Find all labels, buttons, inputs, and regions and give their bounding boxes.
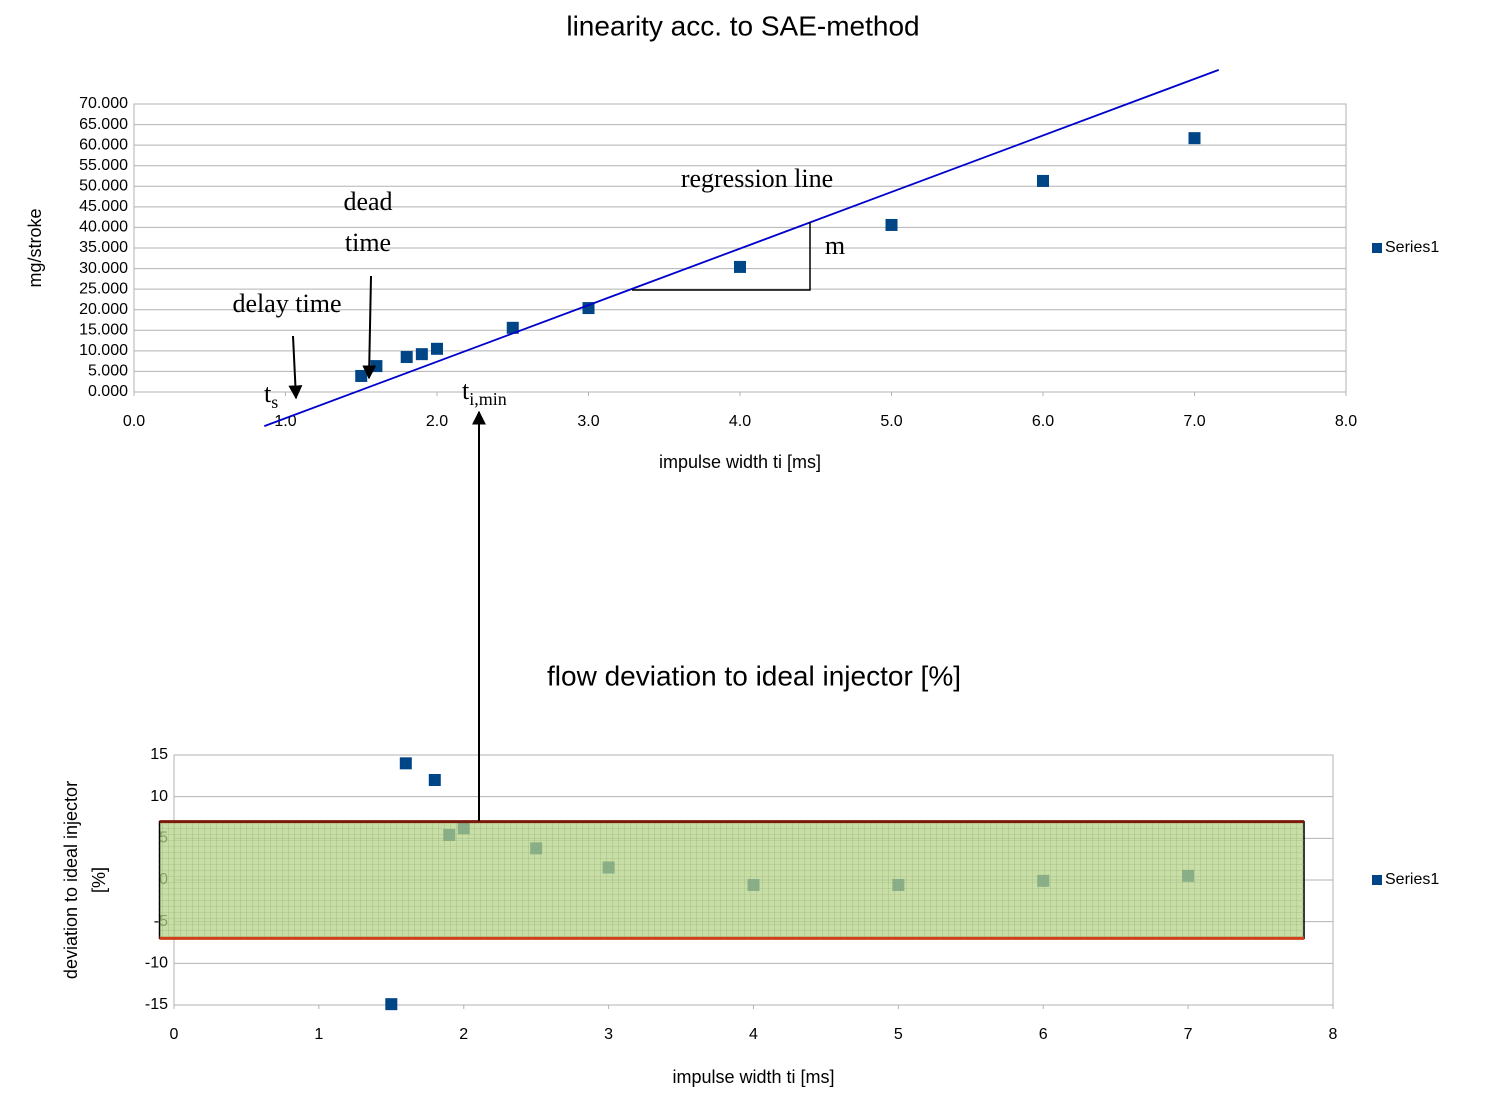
x-tick-label: 6 bbox=[1039, 1026, 1048, 1043]
regression-line bbox=[263, 69, 1220, 427]
data-point bbox=[400, 351, 413, 364]
data-point bbox=[1037, 174, 1049, 187]
data-point bbox=[415, 348, 428, 361]
data-point bbox=[385, 998, 398, 1011]
slope-triangle bbox=[632, 222, 811, 291]
charts: linearity acc. to SAE-method0.0005.00010… bbox=[25, 10, 1440, 1086]
annotation-sub: i,min bbox=[469, 389, 507, 409]
y-axis-label: deviation to ideal injector bbox=[61, 781, 81, 979]
x-tick-label: 0.0 bbox=[123, 413, 145, 430]
data-point bbox=[734, 260, 746, 273]
annotation-sub: s bbox=[271, 392, 278, 412]
y-tick-label: 0.000 bbox=[88, 383, 128, 400]
data-point bbox=[428, 774, 441, 786]
x-tick-label: 3 bbox=[604, 1026, 613, 1043]
y-tick-label: 30.000 bbox=[79, 260, 128, 277]
y-tick-label: 25.000 bbox=[79, 280, 128, 297]
y-tick-label: 40.000 bbox=[79, 219, 128, 236]
data-point bbox=[399, 757, 412, 770]
x-tick-label: 3.0 bbox=[577, 413, 599, 430]
x-tick-label: 5 bbox=[894, 1026, 903, 1043]
annotation-main: t bbox=[264, 379, 272, 408]
legend-swatch bbox=[1372, 875, 1382, 885]
legend-swatch bbox=[1372, 243, 1382, 253]
data-point bbox=[355, 369, 368, 382]
regression-label: regression line bbox=[681, 164, 833, 193]
x-tick-label: 1 bbox=[314, 1026, 323, 1043]
y-tick-label: -10 bbox=[145, 955, 168, 972]
dead-time-label: time bbox=[345, 228, 391, 257]
data-point bbox=[431, 342, 443, 355]
delay-arrow bbox=[288, 335, 303, 400]
y-tick-label: 60.000 bbox=[79, 136, 128, 153]
y-axis-label: mg/stroke bbox=[25, 208, 45, 287]
x-tick-label: 8 bbox=[1329, 1026, 1338, 1043]
y-tick-label: 10 bbox=[150, 788, 168, 805]
sub-annotation: ts bbox=[264, 379, 278, 412]
y-tick-label: 45.000 bbox=[79, 198, 128, 215]
data-point bbox=[506, 321, 519, 334]
x-tick-label: 2 bbox=[459, 1026, 468, 1043]
y-tick-label: 10.000 bbox=[79, 342, 128, 359]
chart-title: flow deviation to ideal injector [%] bbox=[547, 660, 961, 691]
delay-time-label: delay time bbox=[232, 289, 341, 318]
sub-annotation: ti,min bbox=[462, 376, 507, 409]
y-tick-label: -15 bbox=[145, 996, 168, 1013]
x-tick-label: 0 bbox=[170, 1026, 179, 1043]
y-tick-label: 65.000 bbox=[79, 116, 128, 133]
tolerance-hatch bbox=[159, 821, 1305, 939]
y-tick-label: 15.000 bbox=[79, 322, 128, 339]
x-tick-label: 7 bbox=[1184, 1026, 1193, 1043]
data-point bbox=[885, 218, 898, 231]
x-tick-label: 6.0 bbox=[1032, 413, 1054, 430]
x-tick-label: 8.0 bbox=[1335, 413, 1357, 430]
y-tick-label: 15 bbox=[150, 746, 168, 763]
x-tick-label: 7.0 bbox=[1183, 413, 1205, 430]
x-tick-label: 2.0 bbox=[426, 413, 448, 430]
data-point bbox=[582, 302, 595, 315]
x-tick-label: 4.0 bbox=[729, 413, 751, 430]
data-point bbox=[1188, 132, 1201, 145]
legend-label: Series1 bbox=[1385, 871, 1439, 888]
x-axis-label: impulse width ti [ms] bbox=[672, 1067, 834, 1087]
y-axis-label: [%] bbox=[89, 867, 109, 893]
slope-label: m bbox=[825, 231, 845, 260]
legend-label: Series1 bbox=[1385, 239, 1439, 256]
dead-arrow bbox=[362, 275, 377, 380]
dead-time-label: dead bbox=[343, 187, 392, 216]
chart-title: linearity acc. to SAE-method bbox=[566, 10, 919, 41]
x-tick-label: 5.0 bbox=[880, 413, 902, 430]
y-tick-label: 5.000 bbox=[88, 363, 128, 380]
y-tick-label: 20.000 bbox=[79, 301, 128, 318]
data-point bbox=[370, 360, 383, 373]
x-tick-label: 4 bbox=[749, 1026, 758, 1043]
y-tick-label: 35.000 bbox=[79, 239, 128, 256]
y-tick-label: 70.000 bbox=[79, 95, 128, 112]
annotation-main: t bbox=[462, 376, 470, 405]
y-tick-label: 50.000 bbox=[79, 178, 128, 195]
x-axis-label: impulse width ti [ms] bbox=[659, 452, 821, 472]
y-tick-label: 55.000 bbox=[79, 157, 128, 174]
x-tick-label: 1.0 bbox=[274, 413, 296, 430]
